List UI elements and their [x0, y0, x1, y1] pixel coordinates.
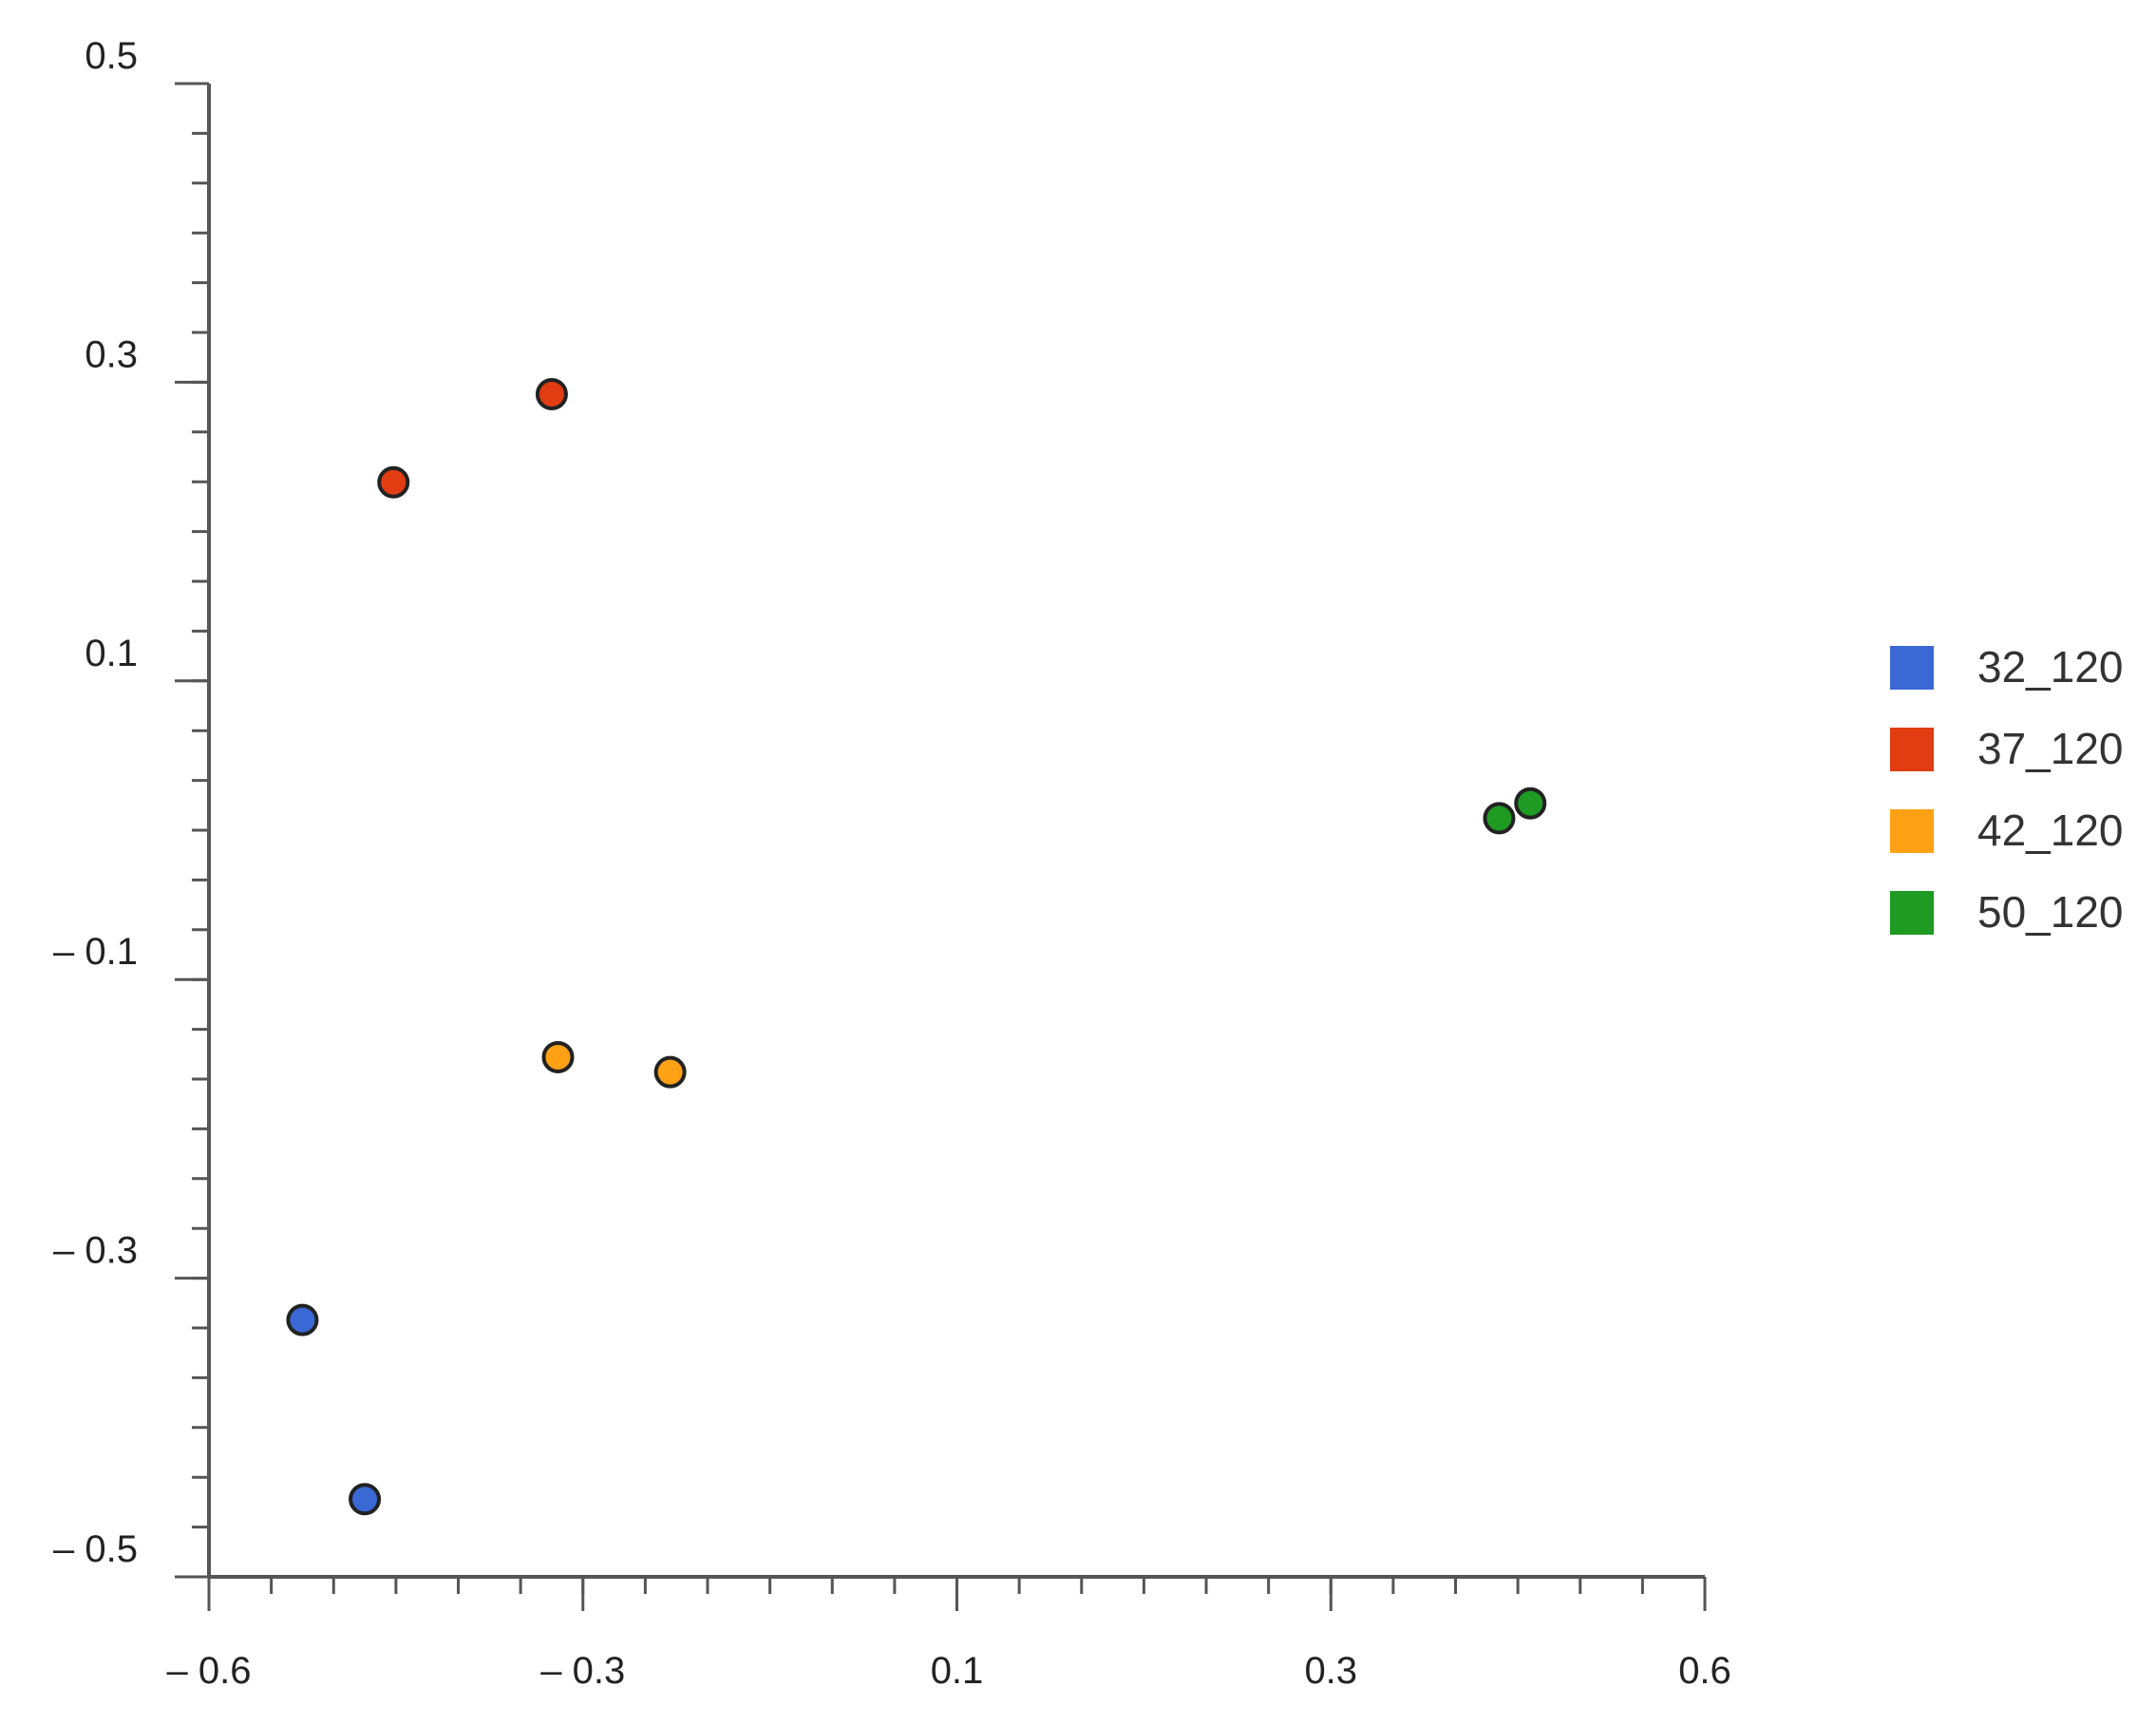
data-point — [377, 465, 410, 499]
legend-swatch — [1890, 728, 1934, 771]
data-point — [349, 1483, 382, 1516]
legend-label: 37_120 — [1977, 724, 2124, 773]
y-tick-label: – 0.3 — [53, 1230, 138, 1272]
x-tick-label: – 0.3 — [540, 1650, 625, 1692]
y-tick-label: 0.3 — [85, 333, 138, 375]
legend-swatch — [1890, 646, 1934, 690]
legend-swatch — [1890, 809, 1934, 853]
legend-swatch — [1890, 891, 1934, 935]
data-point — [286, 1303, 319, 1336]
legend-label: 32_120 — [1977, 642, 2124, 692]
data-point — [653, 1055, 687, 1089]
data-points — [286, 377, 1547, 1516]
y-tick-labels: 0.5 0.3 0.1 – 0.1 – 0.3 – 0.5 — [53, 35, 138, 1570]
x-tick-label: 0.3 — [1304, 1650, 1357, 1692]
y-tick-label: 0.5 — [85, 35, 138, 77]
y-tick-label: 0.1 — [85, 633, 138, 674]
y-tick-label: – 0.1 — [53, 931, 138, 973]
x-tick-label: – 0.6 — [167, 1650, 252, 1692]
x-tick-label: 0.1 — [931, 1650, 984, 1692]
x-tick-label: 0.6 — [1678, 1650, 1731, 1692]
legend-label: 50_120 — [1977, 887, 2124, 937]
major-ticks — [175, 82, 1707, 1611]
y-tick-label: – 0.5 — [53, 1528, 138, 1570]
data-point — [1514, 787, 1547, 820]
minor-ticks — [192, 131, 1644, 1594]
legend-label: 42_120 — [1977, 806, 2124, 855]
data-point — [541, 1040, 575, 1073]
x-tick-labels: – 0.6 – 0.3 0.1 0.3 0.6 — [167, 1650, 1731, 1692]
legend: 32_120 37_120 42_120 50_120 — [1890, 642, 2124, 937]
data-point — [1483, 802, 1516, 835]
data-point — [535, 377, 568, 410]
